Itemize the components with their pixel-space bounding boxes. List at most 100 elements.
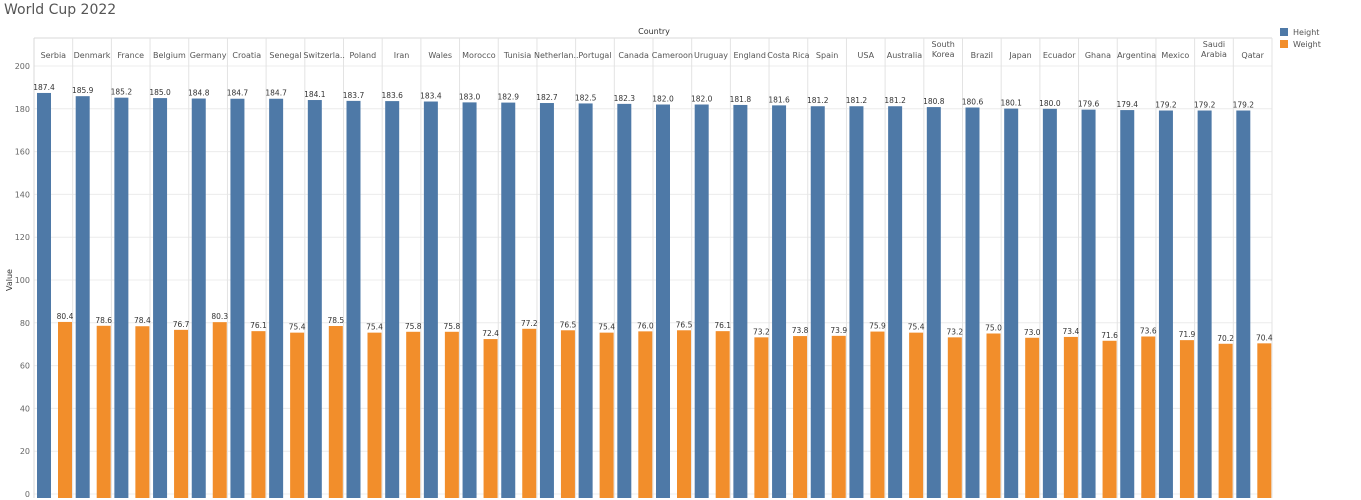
y-axis: 0 20 40 60 80 100 120 140 160 180 200 (15, 62, 30, 499)
bar-weight[interactable] (909, 332, 924, 498)
bar-height[interactable] (385, 101, 400, 498)
data-label-weight: 78.4 (134, 316, 151, 325)
bar-weight[interactable] (367, 332, 382, 498)
bar-weight[interactable] (599, 332, 614, 498)
legend-swatch-height (1280, 28, 1288, 36)
bar-weight[interactable] (212, 322, 227, 498)
bar-weight[interactable] (1063, 336, 1078, 498)
bar-height[interactable] (617, 103, 632, 499)
bar-height[interactable] (230, 98, 245, 498)
legend-item-weight[interactable]: Weight (1280, 38, 1321, 50)
bar-height[interactable] (1081, 109, 1096, 498)
data-label-height: 181.8 (730, 95, 752, 104)
data-label-height: 182.0 (652, 95, 674, 104)
bar-weight[interactable] (1141, 336, 1156, 498)
bar-height[interactable] (269, 98, 284, 498)
bar-weight[interactable] (1025, 337, 1040, 498)
column-header: Australia (887, 51, 922, 60)
bar-weight[interactable] (1179, 340, 1194, 498)
bar-height[interactable] (1004, 108, 1019, 498)
bar-height[interactable] (423, 101, 438, 499)
bar-height[interactable] (656, 104, 670, 499)
column-header: Mexico (1161, 51, 1189, 60)
y-tick-label: 180 (15, 105, 30, 114)
bar-weight[interactable] (522, 328, 537, 498)
data-label-weight: 76.7 (173, 320, 190, 329)
bar-height[interactable] (501, 102, 516, 499)
bar-height[interactable] (1197, 110, 1212, 499)
data-label-weight: 80.4 (57, 312, 74, 321)
data-label-height: 184.8 (188, 89, 210, 98)
bar-height[interactable] (114, 97, 129, 498)
data-label-height: 182.9 (498, 93, 520, 102)
bar-weight[interactable] (715, 331, 730, 498)
bar-weight[interactable] (58, 321, 72, 498)
bar-weight[interactable] (870, 331, 885, 498)
data-label-height: 179.2 (1233, 101, 1255, 110)
bar-weight[interactable] (251, 331, 266, 498)
data-label-weight: 75.8 (405, 322, 422, 331)
bar-weight[interactable] (135, 326, 150, 498)
bar-weight[interactable] (444, 331, 459, 498)
bar-weight[interactable] (754, 337, 769, 498)
bar-height[interactable] (153, 98, 168, 498)
bar-height[interactable] (578, 103, 593, 498)
bar-height[interactable] (462, 102, 477, 498)
bar-weight[interactable] (1257, 343, 1272, 498)
bar-weight[interactable] (947, 337, 962, 498)
column-header: Spain (816, 51, 838, 60)
bar-weight[interactable] (831, 335, 846, 498)
bar-height[interactable] (1042, 108, 1057, 499)
column-header: Belgium (153, 51, 186, 60)
bar-height[interactable] (1120, 110, 1135, 499)
bar-weight[interactable] (290, 332, 305, 498)
data-label-height: 185.0 (149, 88, 171, 97)
column-header: Germany (190, 51, 227, 60)
bar-height[interactable] (37, 92, 51, 499)
column-header: South Korea (932, 40, 955, 59)
bar-weight[interactable] (1218, 343, 1233, 498)
bar-height[interactable] (1158, 110, 1173, 499)
y-tick-label: 200 (15, 62, 30, 71)
data-label-height: 179.2 (1155, 101, 1177, 110)
data-label-height: 179.2 (1194, 101, 1216, 110)
legend-item-height[interactable]: Height (1280, 26, 1321, 38)
data-label-weight: 70.4 (1256, 333, 1273, 342)
bar-height[interactable] (849, 106, 864, 499)
bar-height[interactable] (539, 103, 554, 498)
bar-height[interactable] (772, 105, 787, 498)
bar-height[interactable] (346, 100, 361, 498)
bar-weight[interactable] (677, 330, 691, 498)
bar-height[interactable] (888, 106, 903, 499)
data-label-weight: 75.0 (985, 324, 1002, 333)
column-header: Argentina (1117, 51, 1156, 60)
bar-height[interactable] (1236, 110, 1251, 499)
data-label-height: 179.4 (1117, 100, 1139, 109)
bar-weight[interactable] (560, 330, 575, 498)
bar-height[interactable] (965, 107, 980, 499)
bar-weight[interactable] (986, 333, 1001, 499)
legend-label-height: Height (1293, 27, 1320, 37)
bar-height[interactable] (191, 98, 206, 498)
data-label-weight: 78.6 (95, 316, 112, 325)
y-axis-label: Value (5, 269, 14, 291)
bar-weight[interactable] (406, 331, 421, 498)
bar-weight[interactable] (638, 331, 653, 498)
bar-weight[interactable] (793, 336, 808, 498)
bar-weight[interactable] (328, 326, 343, 498)
bar-weight[interactable] (96, 325, 111, 498)
bar-weight[interactable] (483, 339, 498, 498)
bar-weight[interactable] (1102, 340, 1117, 498)
data-label-weight: 70.2 (1217, 334, 1234, 343)
data-label-weight: 75.4 (289, 323, 306, 332)
bar-height[interactable] (75, 96, 90, 498)
data-label-height: 183.4 (420, 92, 442, 101)
data-label-height: 180.0 (1039, 99, 1061, 108)
bar-height[interactable] (810, 106, 825, 499)
bar-weight[interactable] (174, 329, 189, 498)
bar-height[interactable] (694, 104, 709, 499)
bar-height[interactable] (926, 107, 941, 498)
bar-height[interactable] (733, 104, 748, 498)
bar-height[interactable] (307, 100, 322, 498)
column-header: Japan (1008, 51, 1031, 60)
